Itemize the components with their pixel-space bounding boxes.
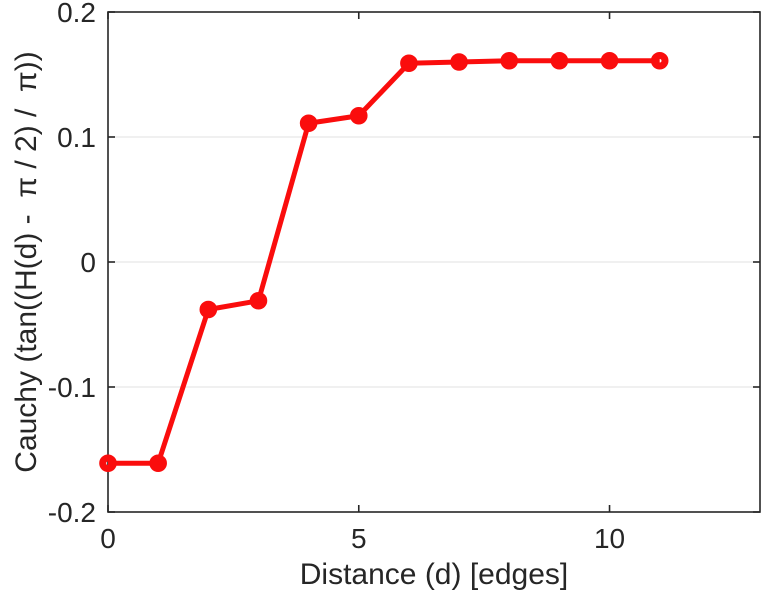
data-point (600, 51, 619, 70)
x-tick-label: 10 (594, 523, 625, 554)
y-tick-label: -0.1 (48, 372, 96, 403)
y-axis-label: Cauchy (tan((H(d) - π / 2) / π)) (10, 51, 43, 473)
data-point (550, 51, 569, 70)
y-tick-label: -0.2 (48, 497, 96, 528)
x-tick-label: 0 (100, 523, 116, 554)
data-point (249, 291, 268, 310)
data-point (450, 53, 468, 71)
data-point (199, 300, 218, 319)
x-tick-label: 5 (351, 523, 367, 554)
data-point (149, 454, 167, 473)
y-tick-label: 0.2 (57, 0, 96, 28)
data-point (500, 51, 519, 70)
y-tick-label: 0.1 (57, 122, 96, 153)
data-point (99, 454, 117, 473)
data-point (349, 106, 368, 125)
x-axis-label: Distance (d) [edges] (299, 558, 569, 591)
data-point (650, 51, 669, 70)
y-tick-label: 0 (80, 247, 96, 278)
data-point (400, 54, 418, 73)
data-point (299, 114, 318, 133)
